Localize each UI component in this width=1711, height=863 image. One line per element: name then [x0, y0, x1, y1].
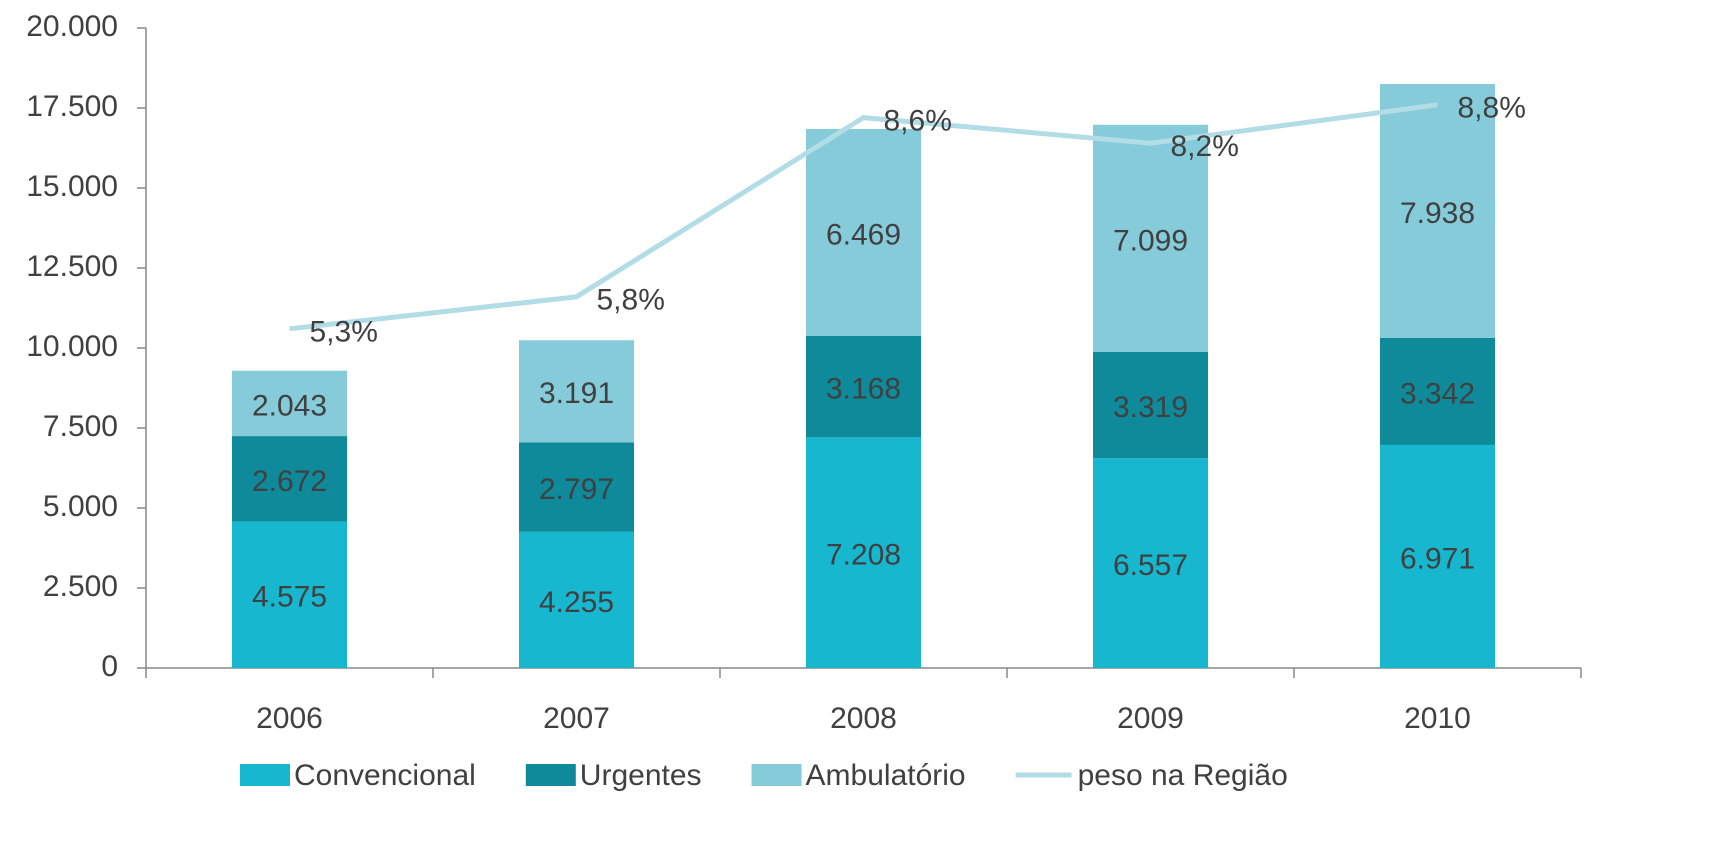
x-tick-label: 2009 — [1117, 702, 1184, 735]
legend-swatch — [240, 764, 290, 786]
line-label: 8,2% — [1171, 130, 1239, 163]
legend-label: peso na Região — [1078, 759, 1288, 792]
y-tick-label: 0 — [101, 650, 118, 683]
x-tick-label: 2006 — [256, 702, 323, 735]
data-label: 3.319 — [1113, 391, 1188, 424]
y-tick-label: 10.000 — [26, 330, 118, 363]
legend-label: Urgentes — [580, 759, 702, 792]
x-tick-label: 2010 — [1404, 702, 1471, 735]
data-label: 6.557 — [1113, 549, 1188, 582]
bar-segment — [519, 531, 634, 668]
data-label: 7.208 — [826, 539, 901, 572]
y-tick-label: 20.000 — [26, 10, 118, 43]
data-label: 3.342 — [1400, 377, 1475, 410]
x-tick-label: 2008 — [830, 702, 897, 735]
legend-swatch — [751, 764, 802, 786]
y-tick-label: 7.500 — [43, 410, 118, 443]
legend-swatch — [525, 764, 576, 786]
data-label: 3.168 — [826, 373, 901, 406]
bar-segment — [519, 442, 634, 532]
data-label: 2.672 — [252, 465, 327, 498]
bar-segment — [1093, 124, 1208, 352]
y-tick-label: 5.000 — [43, 490, 118, 523]
line-label: 5,8% — [597, 284, 665, 317]
data-label: 7.099 — [1113, 224, 1188, 257]
legend-label: Convencional — [294, 759, 476, 792]
y-tick-label: 12.500 — [26, 250, 118, 283]
bar-segment — [806, 335, 921, 438]
data-label: 2.043 — [252, 389, 327, 422]
bar-segment — [1093, 458, 1208, 668]
data-label: 7.938 — [1400, 197, 1475, 230]
line-label: 5,3% — [310, 316, 378, 349]
data-label: 4.255 — [539, 586, 614, 619]
bar-segment — [232, 370, 347, 437]
data-label: 2.797 — [539, 473, 614, 506]
bar-segment — [806, 437, 921, 668]
y-tick-label: 17.500 — [26, 90, 118, 123]
bar-segment — [1380, 444, 1495, 668]
data-label: 6.971 — [1400, 542, 1475, 575]
y-tick-label: 2.500 — [43, 570, 118, 603]
line-label: 8,6% — [884, 105, 952, 138]
y-tick-label: 15.000 — [26, 170, 118, 203]
bar-segment — [519, 340, 634, 443]
line-series — [289, 102, 1438, 332]
line-label: 8,8% — [1458, 92, 1526, 125]
data-label: 6.469 — [826, 218, 901, 251]
legend-label: Ambulatório — [806, 759, 966, 792]
bar-segment — [1093, 351, 1208, 459]
bar-segment — [806, 128, 921, 336]
bar-segment — [232, 521, 347, 668]
x-tick-label: 2007 — [543, 702, 610, 735]
bar-segment — [1380, 83, 1495, 338]
data-label: 3.191 — [539, 377, 614, 410]
bar-segment — [232, 436, 347, 522]
data-label: 4.575 — [252, 581, 327, 614]
bar-segment — [1380, 337, 1495, 445]
